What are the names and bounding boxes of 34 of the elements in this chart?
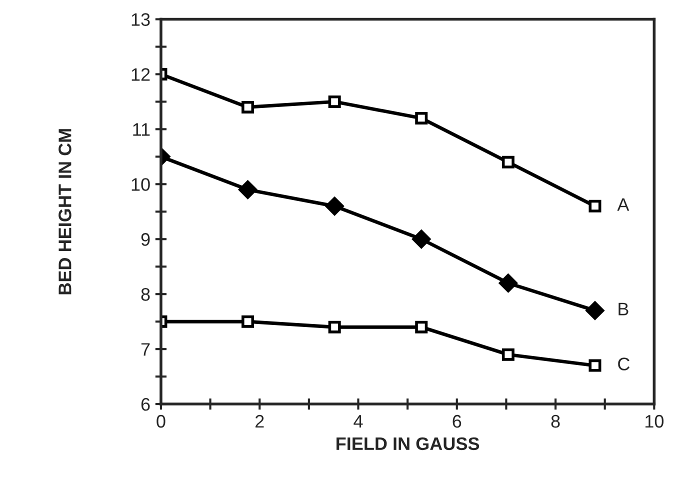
x-tick-label: 6 [452, 414, 462, 428]
point [242, 100, 254, 114]
y-tick-label: 6 [141, 398, 150, 411]
x-tick-label: 2 [256, 414, 264, 428]
x-tick-label: 0 [156, 414, 166, 428]
series-label: C [618, 358, 630, 370]
x-tick-label: 8 [551, 414, 560, 428]
x-tick-label: 10 [646, 414, 664, 428]
y-tick-label: 11 [133, 123, 150, 136]
point [325, 196, 344, 216]
point [238, 180, 258, 199]
point [586, 301, 604, 320]
point [502, 156, 514, 168]
y-axis-title: BED HEIGHT IN CM [58, 129, 72, 294]
point [412, 230, 431, 248]
point [502, 348, 514, 361]
y-tick-label: 13 [132, 13, 150, 26]
point [415, 112, 428, 124]
x-tick-label: 4 [354, 415, 363, 428]
point [242, 315, 254, 328]
y-tick-label: 12 [132, 68, 150, 81]
point [588, 200, 602, 212]
point [328, 320, 341, 334]
point [415, 320, 428, 334]
y-tick-label: 10 [132, 178, 150, 191]
series-label: B [618, 302, 628, 316]
series-label: A [617, 198, 630, 211]
y-tick-label: 9 [141, 233, 150, 246]
x-axis-title: FIELD IN GAUSS [336, 437, 480, 450]
y-tick-label: 8 [141, 288, 150, 301]
point [498, 274, 518, 292]
point [588, 359, 602, 372]
point [328, 95, 341, 108]
y-tick-label: 7 [141, 343, 150, 356]
